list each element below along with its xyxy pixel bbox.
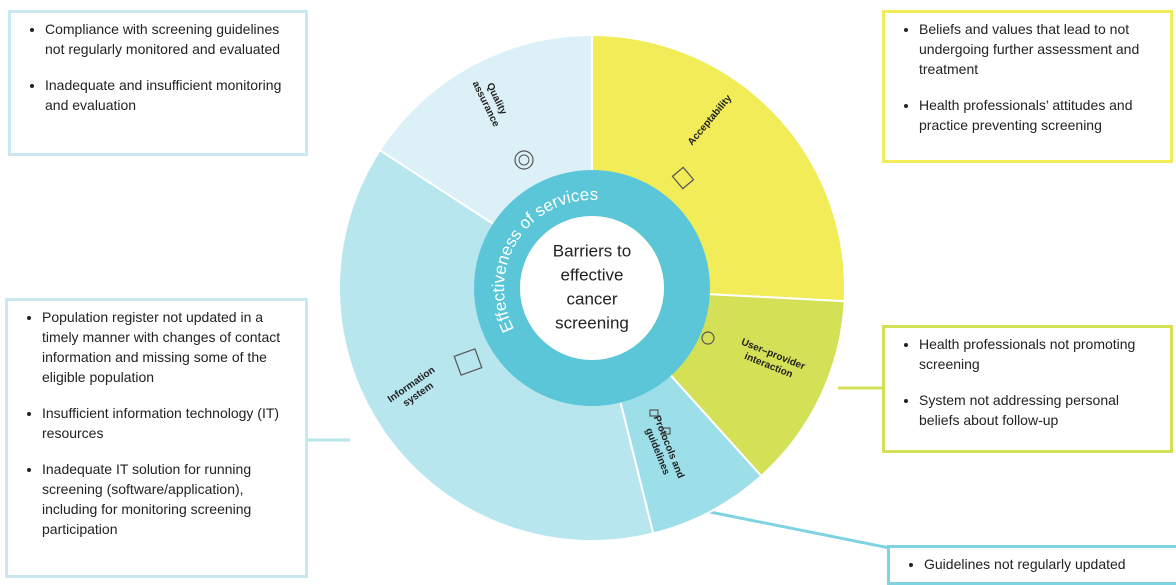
text-box: Beliefs and values that lead to not unde… xyxy=(882,10,1173,163)
bullet-list: Beliefs and values that lead to not unde… xyxy=(899,19,1160,135)
bullet: Population register not updated in a tim… xyxy=(42,307,295,387)
bullet: System not addressing personal beliefs a… xyxy=(919,390,1160,430)
bullet: Inadequate IT solution for running scree… xyxy=(42,459,295,539)
bullet-list: Population register not updated in a tim… xyxy=(22,307,295,539)
bullet: Health professionals not promoting scree… xyxy=(919,334,1160,374)
icon xyxy=(518,154,530,166)
connector xyxy=(699,508,891,550)
page: Acceptability User–providerinteraction Pro… xyxy=(0,0,1176,570)
text-box: Population register not updated in a tim… xyxy=(5,298,308,578)
bullet-list: Health professionals not promoting scree… xyxy=(899,334,1160,430)
icon xyxy=(514,150,534,170)
bullet: Beliefs and values that lead to not unde… xyxy=(919,19,1160,79)
text-box: Health professionals not promoting scree… xyxy=(882,325,1173,453)
bullet: Insufficient information technology (IT)… xyxy=(42,403,295,443)
bullet: Health professionals’ attitudes and prac… xyxy=(919,95,1160,135)
diagram: AcceptabilityUser–providerinteractionPro… xyxy=(300,33,891,550)
ring xyxy=(474,170,710,406)
center-text: Barriers to xyxy=(553,241,631,260)
bullet: Compliance with screening guidelines not… xyxy=(45,19,295,59)
bullet: Guidelines not regularly updated xyxy=(924,554,1169,574)
bullet-list: Compliance with screening guidelines not… xyxy=(25,19,295,115)
icon xyxy=(453,348,483,376)
center-text: screening xyxy=(555,313,629,332)
center-circle xyxy=(520,216,664,360)
center-text: effective xyxy=(560,265,623,284)
icon xyxy=(701,331,715,345)
text-box: Guidelines not regularly updated xyxy=(887,545,1176,585)
bullet-list: Guidelines not regularly updated xyxy=(904,554,1169,574)
center-text: cancer xyxy=(566,289,617,308)
bullet: Inadequate and insufficient monitoring a… xyxy=(45,75,295,115)
icon xyxy=(671,166,695,190)
icon xyxy=(649,409,659,417)
text-box: Compliance with screening guidelines not… xyxy=(8,10,308,156)
icon xyxy=(661,427,671,435)
